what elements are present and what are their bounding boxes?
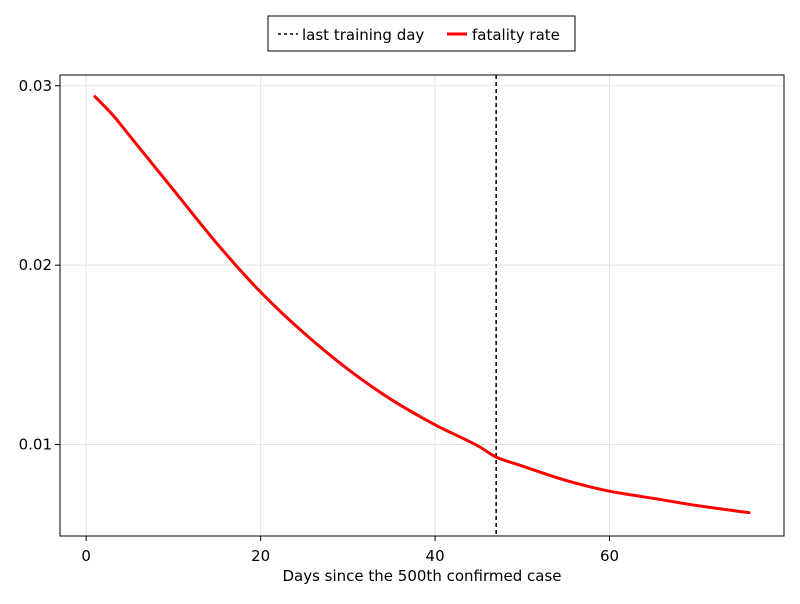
- x-tick-label: 40: [426, 547, 445, 565]
- y-tick-label: 0.01: [19, 436, 52, 454]
- y-tick-label: 0.02: [19, 256, 52, 274]
- plot-frame: [59, 74, 785, 537]
- legend-label-fatality-rate: fatality rate: [472, 26, 560, 44]
- series-line-fatality-rate: [93, 95, 751, 515]
- x-axis-label: Days since the 500th confirmed case: [282, 567, 561, 585]
- legend-label-last-training-day: last training day: [302, 26, 424, 44]
- axis-ticks: 0 20 40 60 0.01 0.02 0.03: [19, 77, 619, 565]
- x-tick-label: 20: [251, 547, 270, 565]
- legend: last training day fatality rate: [267, 15, 576, 52]
- x-tick-label: 60: [600, 547, 619, 565]
- y-tick-label: 0.03: [19, 77, 52, 95]
- legend-box: [267, 15, 576, 52]
- grid: [60, 75, 784, 536]
- series-layer: [93, 95, 751, 515]
- x-tick-label: 0: [81, 547, 91, 565]
